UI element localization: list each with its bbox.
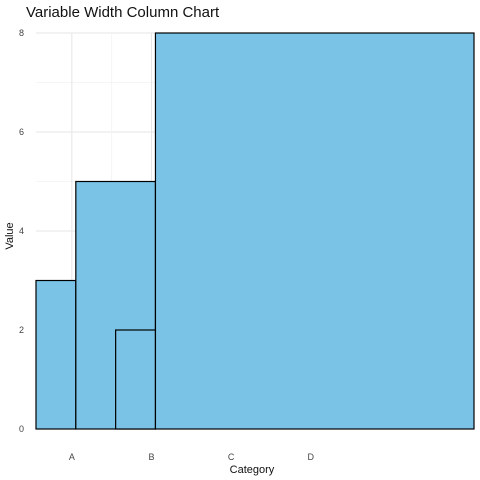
y-axis-ticks: 0 2 4 6 8 [19,28,24,434]
y-tick-label: 0 [19,424,24,434]
bars [35,32,475,430]
x-tick-label: C [228,452,235,462]
y-tick-label: 8 [19,28,24,38]
x-tick-label: D [307,452,314,462]
x-tick-label: A [69,452,75,462]
y-tick-label: 6 [19,127,24,137]
y-axis-title: Value [4,222,16,249]
bar-d [154,32,475,430]
y-tick-label: 2 [19,325,24,335]
chart-title: Variable Width Column Chart [26,4,220,21]
bar-a [35,279,77,430]
y-tick-label: 4 [19,226,24,236]
x-axis-title: Category [230,464,275,476]
bar-c [115,329,157,430]
x-axis-ticks: A B C D [69,452,315,462]
x-tick-label: B [148,452,154,462]
